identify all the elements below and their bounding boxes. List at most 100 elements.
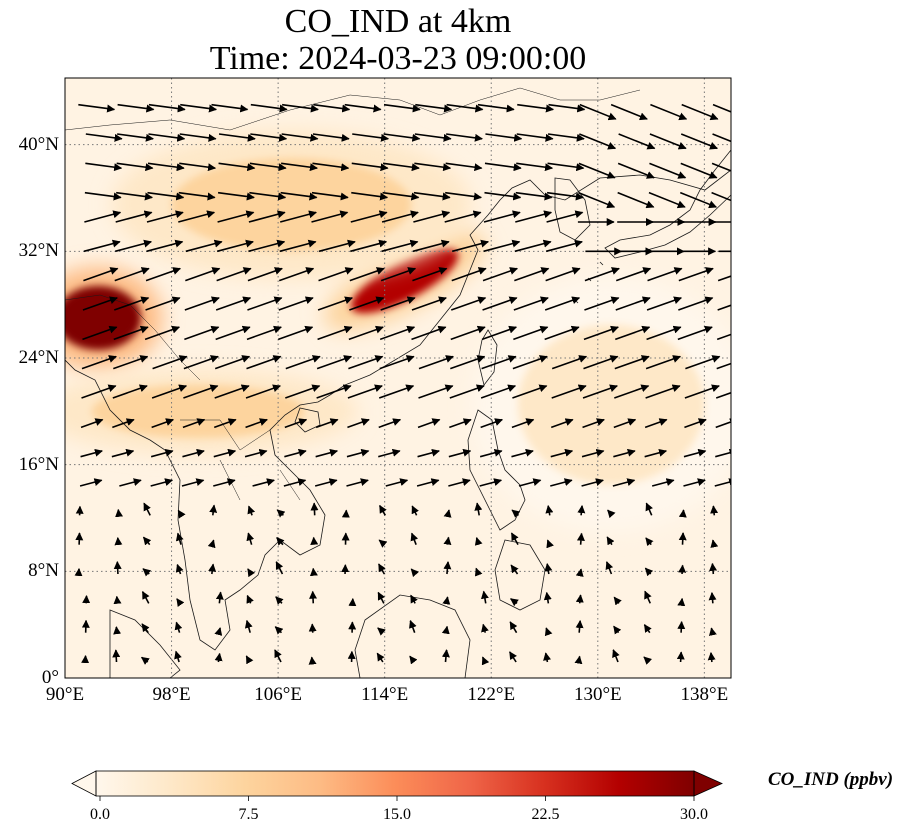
- wind-arrow: [252, 478, 275, 487]
- wind-arrow: [185, 239, 223, 253]
- wind-arrow: [512, 355, 548, 370]
- wind-arrow: [409, 655, 418, 665]
- wind-arrow: [684, 384, 720, 399]
- wind-arrow: [551, 355, 588, 370]
- wind-arrow: [114, 537, 123, 546]
- wind-arrow: [481, 656, 490, 666]
- wind-arrow: [113, 595, 122, 605]
- wind-arrow: [248, 239, 286, 253]
- wind-arrow: [582, 418, 605, 429]
- wind-arrow: [516, 133, 554, 142]
- wind-arrow: [151, 384, 188, 399]
- wind-arrow: [284, 418, 308, 429]
- wind-arrow: [378, 448, 401, 458]
- wind-arrow: [215, 296, 252, 311]
- wind-arrow: [613, 625, 622, 635]
- wind-arrow: [643, 624, 652, 634]
- wind-arrow: [141, 590, 150, 604]
- wind-arrow: [318, 267, 354, 282]
- wind-arrow: [411, 505, 419, 516]
- wind-arrow: [413, 191, 451, 201]
- wind-arrow: [717, 304, 731, 311]
- coastlines: [65, 87, 731, 678]
- wind-arrow: [449, 384, 485, 399]
- wind-arrow: [481, 325, 518, 341]
- wind-arrow: [645, 355, 682, 370]
- wind-arrow: [284, 448, 307, 458]
- wind-arrow: [583, 355, 619, 370]
- wind-arrow: [151, 418, 174, 429]
- wind-arrow: [412, 267, 448, 282]
- latitude-label: 40°N: [18, 133, 59, 155]
- wind-arrow: [450, 355, 486, 370]
- wind-arrow: [648, 191, 686, 209]
- wind-arrow: [482, 296, 518, 311]
- wind-arrow: [115, 239, 152, 253]
- wind-arrow: [216, 239, 254, 253]
- wind-arrow: [550, 418, 574, 429]
- colorbar-tick-label: 30.0: [680, 806, 708, 823]
- longitude-label: 138°E: [680, 684, 729, 705]
- wind-arrow: [176, 598, 185, 608]
- wind-arrow: [311, 191, 349, 201]
- wind-arrow: [678, 509, 687, 518]
- wind-arrow: [414, 133, 452, 142]
- wind-arrow: [380, 267, 417, 282]
- wind-arrow: [510, 598, 519, 607]
- latitude-label: 32°N: [18, 240, 59, 262]
- wind-arrow: [445, 162, 483, 172]
- wind-arrow: [574, 655, 583, 665]
- wind-arrow: [485, 133, 523, 142]
- wind-arrow: [679, 191, 718, 209]
- wind-arrow: [446, 103, 484, 113]
- wind-arrow: [82, 296, 118, 311]
- wind-arrow: [511, 448, 534, 458]
- wind-arrow: [544, 296, 581, 311]
- wind-arrow: [414, 162, 452, 172]
- wind-arrow: [150, 478, 174, 487]
- longitude-label: 114°E: [361, 684, 409, 705]
- wind-arrow: [214, 384, 250, 399]
- wind-arrow: [446, 133, 483, 142]
- wind-arrow: [547, 133, 585, 142]
- wind-arrow: [576, 532, 585, 545]
- wind-arrow: [250, 133, 288, 142]
- wind-arrow: [515, 191, 553, 201]
- wind-arrow: [246, 594, 254, 604]
- wind-arrow: [443, 509, 452, 518]
- wind-arrow: [613, 596, 622, 606]
- wind-arrow: [450, 296, 487, 311]
- wind-arrow: [710, 539, 719, 548]
- wind-arrow: [615, 296, 651, 311]
- wind-arrow: [218, 162, 256, 172]
- wind-arrow: [147, 162, 185, 172]
- japan-coast: [604, 149, 731, 259]
- wind-arrow: [479, 448, 503, 458]
- latitude-label: 8°N: [28, 560, 59, 582]
- wind-arrow: [82, 325, 118, 341]
- wind-arrow: [410, 568, 420, 578]
- wind-arrow: [213, 478, 236, 487]
- wind-arrow: [584, 267, 620, 282]
- wind-arrow: [140, 656, 150, 665]
- wind-arrow: [285, 384, 321, 399]
- wind-arrow: [177, 509, 186, 519]
- sumatra-coast: [109, 609, 181, 678]
- wind-arrow: [275, 596, 284, 605]
- wind-arrow: [614, 384, 650, 399]
- wind-arrow: [378, 418, 402, 429]
- wind-arrow: [79, 478, 103, 487]
- wind-arrow: [712, 103, 731, 113]
- wind-arrow: [350, 239, 388, 253]
- wind-arrow: [547, 162, 585, 172]
- wind-arrow: [617, 191, 655, 209]
- wind-arrow: [418, 384, 454, 399]
- wind-arrow: [152, 355, 188, 370]
- wind-arrow: [480, 590, 489, 604]
- wind-arrow: [413, 210, 451, 223]
- wind-arrow: [185, 267, 221, 282]
- wind-arrow: [514, 267, 550, 282]
- wind-arrow: [248, 210, 286, 223]
- wind-arrow: [578, 162, 616, 179]
- wind-arrow: [145, 296, 181, 311]
